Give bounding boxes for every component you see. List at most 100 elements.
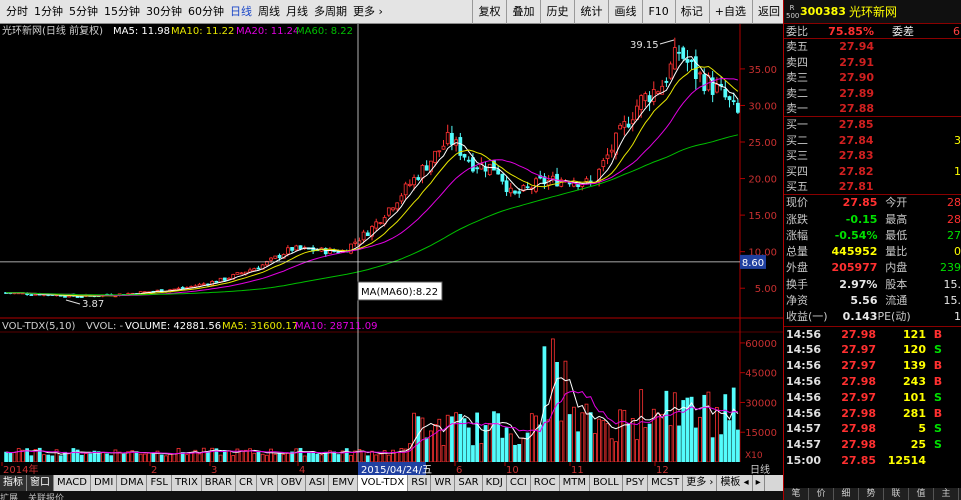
indicator-tab-22[interactable]: PSY [623,475,649,491]
candle-body [222,277,227,281]
tick-list[interactable]: 14:56 27.98 121 B 14:56 27.97 120 S 14:56 27.97 13… [784,327,961,469]
action-6[interactable]: 标记 [674,0,706,24]
period-0[interactable]: 分时 [6,4,28,18]
ask-price: 27.91 [839,55,874,69]
indicator-tab-26[interactable]: ▸ [753,475,765,491]
indicator-tab-10[interactable]: OBV [278,475,306,491]
indicator-tab-24[interactable]: 更多 › [683,475,718,491]
bid-row-4[interactable]: 买五 27.81 [784,179,961,194]
extension-tab-0[interactable]: 扩展 [0,494,19,500]
action-3[interactable]: 统计 [574,0,605,24]
candle-body [458,137,463,156]
indicator-tab-23[interactable]: MCST [648,475,684,491]
tick-volume: 243 [903,375,926,389]
volume-bar [429,430,433,463]
quote-tab-3[interactable]: 势 [859,488,884,500]
period-9[interactable]: 多周期 [314,4,347,18]
ask-row-4[interactable]: 卖一 27.88 [784,101,961,116]
stat-label-2: 最低 [885,228,908,242]
action-2[interactable]: 历史 [540,0,571,24]
quote-tab-1[interactable]: 价 [809,488,834,500]
volume-bar [567,414,572,463]
indicator-tab-3[interactable]: DMI [91,475,118,491]
indicator-tab-25[interactable]: 模板 ◂ [717,475,753,491]
kline-chart[interactable]: 35.00 30.00 25.00 20.00 15.00 10.00 5.00 60000 4… [0,24,783,464]
quote-tab-5[interactable]: 值 [909,488,934,500]
indicator-tab-14[interactable]: RSI [408,475,432,491]
period-7[interactable]: 周线 [258,4,280,18]
indicator-tab-15[interactable]: WR [431,475,456,491]
indicator-tab-17[interactable]: KDJ [483,475,507,491]
candle-body [736,102,740,113]
stat-row-1: 涨跌 -0.15 最高 28 [784,212,961,228]
tick-side: S [934,422,942,436]
volume-bar [243,449,248,463]
candle-body [235,272,240,275]
stat-label-2: 流通 [885,294,908,308]
volume-bar [222,450,227,463]
bid-volume: 1 [954,164,961,178]
volume-bar [626,423,631,463]
quote-tab-6[interactable]: 主 [934,488,959,500]
volume-bar [218,454,223,463]
indicator-tab-13[interactable]: VOL-TDX [357,475,409,491]
bid-row-1[interactable]: 买二 27.84 3 [784,133,961,148]
indicator-tab-18[interactable]: CCI [507,475,531,491]
indicator-tab-2[interactable]: MACD [54,475,91,491]
indicator-tab-1[interactable]: 窗口 [27,475,54,491]
indicator-tab-9[interactable]: VR [257,475,278,491]
bid-row-2[interactable]: 买三 27.83 [784,148,961,163]
bid-row-3[interactable]: 买四 27.82 1 [784,164,961,179]
indicator-tab-11[interactable]: ASI [306,475,330,491]
indicator-tab-7[interactable]: BRAR [202,475,236,491]
volume-bar [576,431,580,463]
stat-label: 换手 [786,277,808,291]
quote-tab-0[interactable]: 笔 [784,488,809,500]
bid-row-0[interactable]: 买一 27.85 [784,117,961,132]
volume-bar [593,433,597,463]
indicator-tab-8[interactable]: CR [236,475,257,491]
period-10[interactable]: 更多 › [353,4,383,18]
extension-tab-1[interactable]: 关联报价 [28,494,65,500]
ask-row-0[interactable]: 卖五 27.94 [784,39,961,54]
stat-value-2: 28 [946,212,961,226]
action-4[interactable]: 画线 [608,0,639,24]
period-1[interactable]: 1分钟 [34,4,63,18]
action-7[interactable]: +自选 [708,0,749,24]
period-6[interactable]: 日线 [230,4,252,18]
candle-body [323,248,328,255]
indicator-tab-20[interactable]: MTM [560,475,590,491]
period-8[interactable]: 月线 [286,4,308,18]
ask-row-1[interactable]: 卖四 27.91 [784,55,961,70]
stat-label: 外盘 [786,261,808,275]
candle-body [399,195,404,202]
date-tick-label: 10 [506,465,519,475]
volume-bar [475,412,480,463]
indicator-tab-6[interactable]: TRIX [172,475,202,491]
period-4[interactable]: 30分钟 [146,4,182,18]
tick-time: 14:56 [786,390,822,404]
candle-body [374,221,379,229]
indicator-tab-5[interactable]: FSL [147,475,172,491]
indicator-tab-19[interactable]: ROC [531,475,560,491]
action-8[interactable]: 返回 [752,0,783,24]
ask-label: 卖一 [786,101,808,115]
indicator-tab-4[interactable]: DMA [117,475,148,491]
action-1[interactable]: 叠加 [506,0,537,24]
quote-tab-2[interactable]: 细 [834,488,859,500]
period-5[interactable]: 60分钟 [188,4,224,18]
action-5[interactable]: F10 [642,0,671,24]
indicator-tab-16[interactable]: SAR [455,475,483,491]
volume-bar [416,416,421,463]
indicator-tab-0[interactable]: 指标 [0,475,27,491]
ask-row-3[interactable]: 卖二 27.89 [784,86,961,101]
ask-row-2[interactable]: 卖三 27.90 [784,70,961,85]
indicator-tab-12[interactable]: EMV [329,475,358,491]
candle-body [201,283,206,286]
action-0[interactable]: 复权 [472,0,503,24]
legend-item-4: MA60: 8.22 [296,26,353,37]
quote-tab-4[interactable]: 联 [884,488,909,500]
indicator-tab-21[interactable]: BOLL [590,475,623,491]
period-3[interactable]: 15分钟 [104,4,140,18]
period-2[interactable]: 5分钟 [69,4,98,18]
